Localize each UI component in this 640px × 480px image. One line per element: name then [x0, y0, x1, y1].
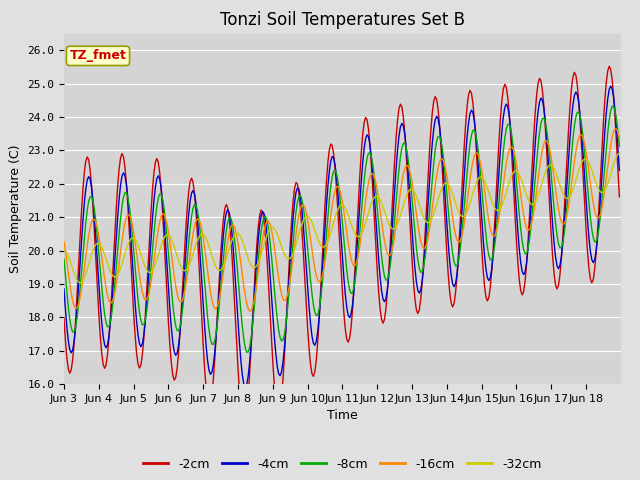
Legend: -2cm, -4cm, -8cm, -16cm, -32cm: -2cm, -4cm, -8cm, -16cm, -32cm — [138, 453, 547, 476]
Text: TZ_fmet: TZ_fmet — [70, 49, 127, 62]
Title: Tonzi Soil Temperatures Set B: Tonzi Soil Temperatures Set B — [220, 11, 465, 29]
X-axis label: Time: Time — [327, 409, 358, 422]
Y-axis label: Soil Temperature (C): Soil Temperature (C) — [9, 144, 22, 273]
